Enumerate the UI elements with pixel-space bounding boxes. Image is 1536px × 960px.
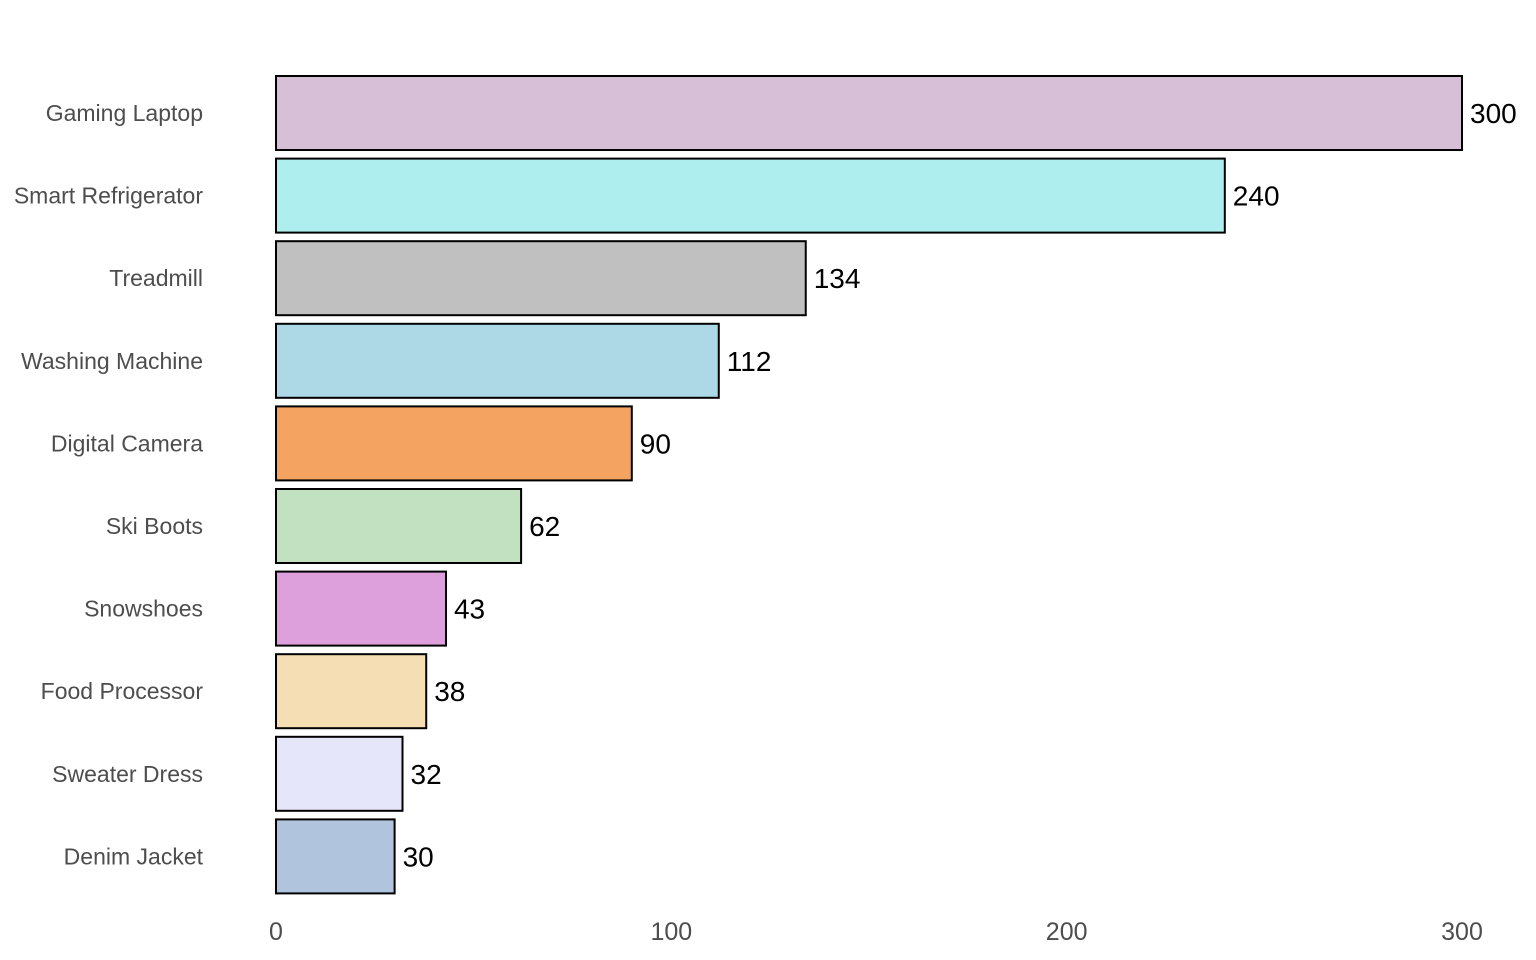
data-label-sweater-dress: 32 [411, 759, 442, 790]
data-label-gaming-laptop: 300 [1470, 98, 1517, 129]
bar-digital-camera [275, 405, 633, 482]
bar-gaming-laptop [275, 75, 1463, 151]
x-tick-label-300: 300 [1441, 918, 1483, 946]
bar-food-processor [275, 653, 428, 730]
data-label-treadmill: 134 [814, 263, 861, 294]
bar-ski-boots [275, 488, 523, 564]
data-label-digital-camera: 90 [640, 428, 671, 459]
category-label-washing-machine: Washing Machine [21, 348, 203, 374]
value-label-group: 300 240 134 112 90 62 43 38 32 30 [403, 98, 1517, 872]
bar-group [275, 75, 1463, 895]
bar-smart-refrigerator [275, 157, 1226, 234]
category-label-sweater-dress: Sweater Dress [52, 761, 203, 787]
category-label-food-processor: Food Processor [41, 678, 204, 704]
bar-snowshoes [275, 570, 447, 647]
data-label-washing-machine: 112 [727, 346, 772, 377]
category-label-digital-camera: Digital Camera [51, 430, 203, 456]
bar-treadmill [275, 240, 807, 317]
bar-sweater-dress [275, 735, 404, 812]
data-label-snowshoes: 43 [454, 594, 485, 625]
bar-denim-jacket [275, 818, 396, 895]
category-label-smart-refrigerator: Smart Refrigerator [14, 183, 204, 209]
data-label-ski-boots: 62 [529, 511, 560, 542]
data-label-denim-jacket: 30 [403, 841, 434, 872]
bar-washing-machine [275, 322, 720, 399]
x-axis-ticks: 0 100 200 300 [269, 918, 1483, 946]
x-tick-label-200: 200 [1046, 918, 1088, 946]
category-label-treadmill: Treadmill [109, 265, 203, 291]
data-label-food-processor: 38 [434, 676, 465, 707]
category-label-snowshoes: Snowshoes [84, 596, 203, 622]
category-label-group: Gaming Laptop Smart Refrigerator Treadmill… [14, 100, 204, 869]
category-label-gaming-laptop: Gaming Laptop [46, 100, 203, 126]
data-label-smart-refrigerator: 240 [1233, 181, 1280, 212]
x-tick-label-100: 100 [650, 918, 692, 946]
category-label-ski-boots: Ski Boots [106, 513, 203, 539]
category-label-denim-jacket: Denim Jacket [64, 843, 204, 869]
x-tick-label-0: 0 [269, 918, 283, 946]
